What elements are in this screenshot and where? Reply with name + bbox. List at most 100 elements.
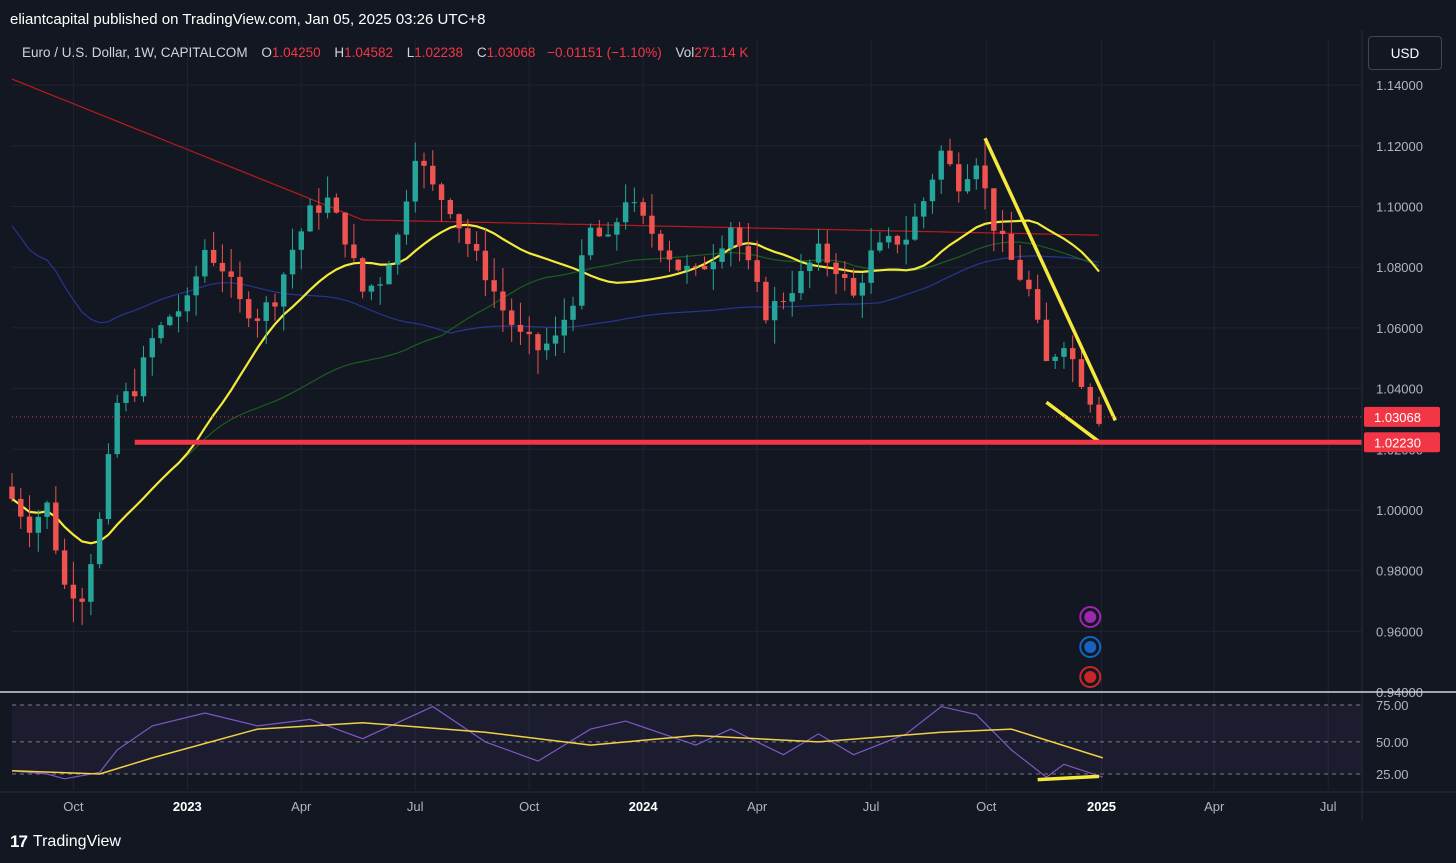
candle-body [53, 502, 59, 551]
candle-body [973, 165, 980, 180]
rsi-tick-label: 75.00 [1376, 698, 1409, 713]
downtrend-line [983, 137, 1117, 422]
candle-body [771, 301, 778, 321]
open-value: 1.04250 [271, 45, 321, 60]
candle-body [877, 242, 883, 251]
candle-body [307, 205, 313, 232]
candle-body [920, 201, 927, 217]
ma-20-line [11, 219, 1100, 545]
candle-body [982, 165, 988, 189]
candle-body [552, 335, 559, 344]
high-label: H [334, 45, 345, 60]
candle-body [368, 285, 375, 292]
vol-label: Vol [675, 45, 695, 60]
open-label: O [261, 45, 272, 60]
y-tick-label: 1.14000 [1376, 78, 1423, 93]
candle-body [517, 324, 524, 332]
candle-body [850, 277, 857, 296]
candle-body [167, 316, 173, 326]
candle-body [96, 518, 103, 565]
candle-body [18, 498, 24, 517]
candle-body [912, 216, 918, 240]
candle-body [649, 215, 655, 234]
vol-value: 271.14 K [694, 45, 749, 60]
x-tick-label: Jul [407, 799, 424, 814]
candle-body [938, 150, 944, 180]
ma-50-line [11, 241, 1100, 544]
y-tick-label: 1.12000 [1376, 139, 1423, 154]
low-label: L [406, 45, 415, 60]
y-tick-label: 1.06000 [1376, 321, 1423, 336]
candle-body [903, 239, 909, 245]
brand-name: TradingView [32, 833, 121, 850]
candle-body [728, 227, 734, 249]
rsi-line [11, 705, 1103, 780]
candle-body [386, 264, 392, 285]
candle-body [745, 246, 752, 261]
candle-body [947, 150, 953, 165]
candle-body [175, 311, 182, 317]
candle-body [105, 454, 112, 519]
candle-body [640, 202, 646, 216]
candle-body [403, 201, 410, 235]
candle-body [482, 250, 489, 281]
candle-body [1052, 356, 1058, 362]
ma-200-line [11, 78, 1100, 236]
candle-body [605, 234, 611, 237]
candle-body [719, 248, 725, 262]
candle-body [868, 250, 874, 283]
candle-body [1026, 279, 1032, 290]
candle-body [114, 402, 120, 455]
close-value: 1.03068 [486, 45, 536, 60]
y-tick-label: 0.96000 [1376, 624, 1423, 639]
candle-body [956, 164, 962, 192]
candle-body [70, 584, 77, 599]
candle-body [807, 262, 813, 272]
candle-body [88, 564, 94, 602]
candle-body [1034, 289, 1041, 320]
x-tick-label: 2024 [629, 799, 659, 814]
candle-body [842, 274, 848, 278]
tradingview-logo-icon: 17 [10, 832, 28, 851]
candle-body [254, 318, 261, 321]
candle-body [570, 305, 576, 320]
x-tick-label: Apr [291, 799, 312, 814]
candle-body [1069, 348, 1076, 360]
support-price-tag [1364, 432, 1440, 453]
candle-body [359, 258, 366, 292]
candle-body [465, 228, 471, 245]
candle-body [1061, 348, 1067, 357]
publisher-line: eliantcapital published on TradingView.c… [10, 11, 486, 28]
candle-body [579, 255, 585, 306]
candle-body [289, 249, 296, 275]
candle-body [430, 165, 436, 185]
candle-body [631, 202, 638, 204]
candle-body [622, 202, 629, 223]
candle-body [657, 233, 664, 251]
currency-button[interactable]: USD [1368, 36, 1442, 70]
low-value: 1.02238 [414, 45, 464, 60]
candle-body [894, 235, 901, 245]
candle-body [789, 293, 795, 302]
eu-flag-event-icon-inner [1084, 641, 1097, 653]
candle-body [736, 227, 743, 247]
candle-body [885, 235, 892, 243]
candle-body [184, 295, 191, 312]
candle-body [202, 249, 208, 277]
candle-body [754, 260, 760, 282]
candle-body [394, 234, 401, 265]
candle-body [237, 276, 243, 300]
candle-body [999, 230, 1006, 234]
candle-body [158, 325, 164, 339]
candle-body [991, 188, 997, 231]
candle-body [9, 486, 15, 499]
y-tick-label: 1.04000 [1376, 382, 1423, 397]
candle-body [500, 291, 506, 311]
candle-body [1017, 259, 1023, 280]
candle-body [456, 214, 462, 229]
candle-body [1078, 359, 1085, 387]
candle-body [298, 231, 305, 250]
candle-body [342, 212, 348, 245]
candle-body [693, 265, 699, 267]
